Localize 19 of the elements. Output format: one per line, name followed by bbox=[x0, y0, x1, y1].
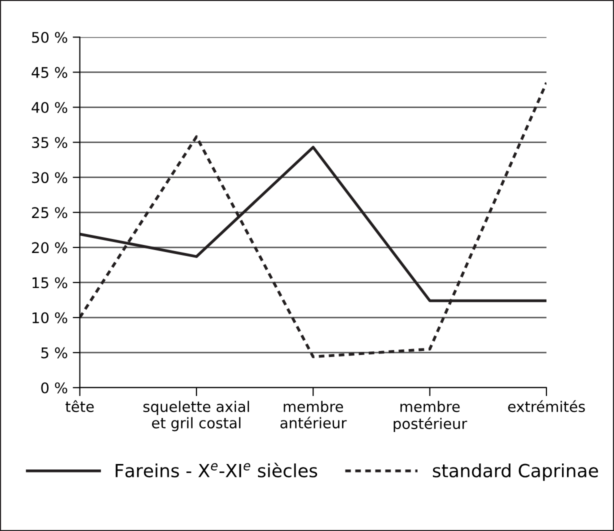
y-tick-label: 50 % bbox=[32, 32, 68, 43]
x-tick-label: tête bbox=[66, 400, 94, 412]
legend-label: standard Caprinae bbox=[432, 463, 598, 481]
x-tick-label: squelette axial et gril costal bbox=[143, 400, 249, 432]
y-tick-label: 25 % bbox=[32, 207, 68, 218]
y-tick-label: 10 % bbox=[32, 312, 68, 324]
y-tick-label: 5 % bbox=[41, 347, 68, 358]
x-tick-label: membre antérieur bbox=[280, 400, 347, 428]
y-tick-label: 35 % bbox=[32, 137, 68, 148]
y-tick-label: 0 % bbox=[41, 382, 68, 394]
x-tick-label: extrémités bbox=[508, 400, 585, 412]
y-tick-label: 20 % bbox=[32, 242, 68, 254]
y-tick-label: 40 % bbox=[32, 102, 68, 114]
line-series bbox=[80, 81, 546, 358]
y-tick-label: 15 % bbox=[32, 277, 68, 288]
x-tick-label: membre postérieur bbox=[394, 400, 468, 432]
y-tick-label: 30 % bbox=[32, 172, 68, 184]
y-tick-label: 45 % bbox=[32, 66, 68, 78]
legend-label: Fareins - X$^{e}$-XI$^{e}$ siècles bbox=[116, 462, 318, 478]
